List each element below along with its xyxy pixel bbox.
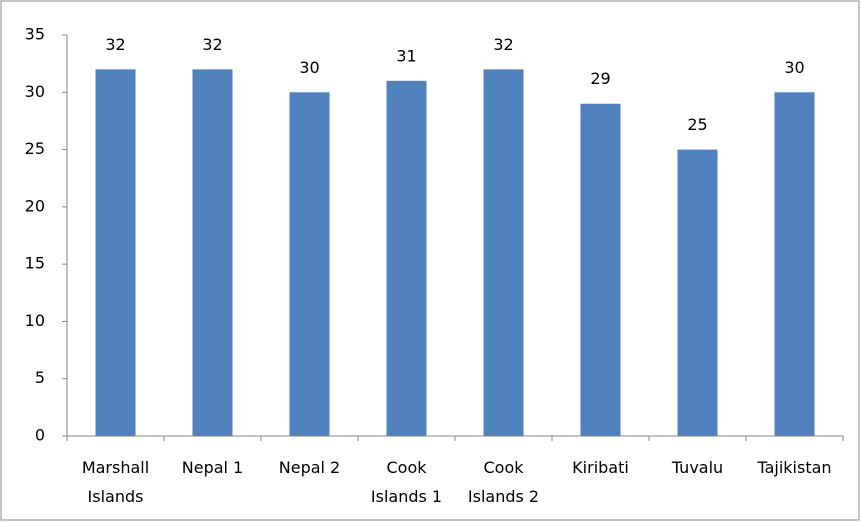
x-tick-label: Cook Islands 2 (467, 458, 540, 506)
data-label: 30 (299, 58, 319, 77)
data-label: 31 (396, 46, 416, 65)
data-label: 32 (493, 35, 513, 54)
x-tick-label: Kiribati (572, 458, 629, 477)
x-tick-label: Marshall Islands (81, 458, 150, 506)
bar (289, 92, 330, 437)
data-label: 29 (590, 69, 610, 88)
data-label: 32 (202, 35, 222, 54)
y-tick-label: 20 (25, 196, 45, 215)
bar (774, 92, 815, 437)
bar (677, 149, 718, 437)
bar (483, 69, 524, 436)
x-tick-label: Cook Islands 1 (370, 458, 443, 506)
y-tick-label: 35 (25, 25, 45, 44)
bar (386, 80, 427, 436)
y-tick-label: 0 (35, 426, 45, 445)
bar (580, 103, 621, 436)
y-tick-label: 5 (35, 368, 45, 387)
x-tick-label: Nepal 2 (278, 458, 341, 477)
y-tick-label: 10 (25, 311, 45, 330)
y-tick-label: 30 (25, 82, 45, 101)
y-tick-label: 15 (25, 254, 45, 273)
x-tick-label: Tuvalu (671, 458, 724, 477)
x-tick-label: Tajikistan (757, 458, 832, 477)
data-label: 25 (687, 115, 707, 134)
data-label: 30 (784, 58, 804, 77)
y-tick-label: 25 (25, 139, 45, 158)
x-tick-label: Nepal 1 (181, 458, 244, 477)
bar (192, 69, 233, 436)
data-label: 32 (105, 35, 125, 54)
bar (95, 69, 136, 436)
